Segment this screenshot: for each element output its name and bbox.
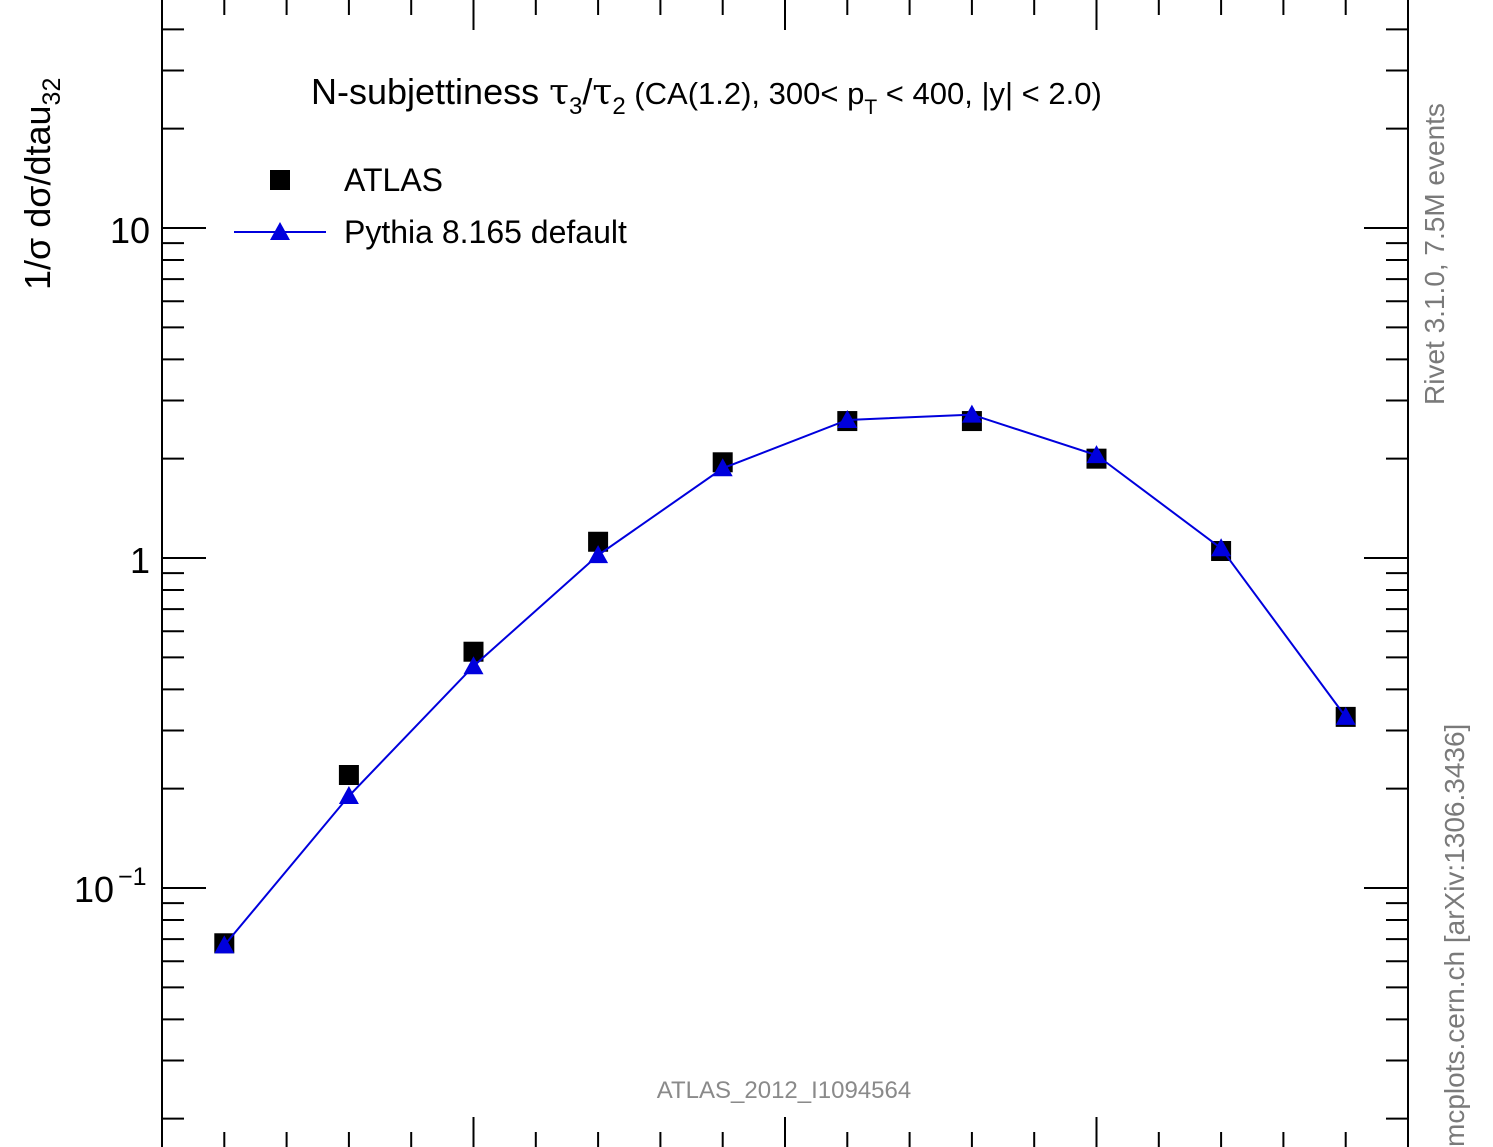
pythia-point (463, 656, 484, 675)
y-axis-ticks (162, 28, 1408, 1120)
pythia-point (837, 409, 858, 428)
rivet-version-text: Rivet 3.1.0, 7.5M events (1419, 103, 1450, 405)
pythia-point (1211, 538, 1232, 557)
pythia-point (588, 545, 609, 564)
pythia-point (1086, 445, 1107, 464)
atlas-point (338, 765, 359, 786)
pythia-point (1335, 706, 1356, 725)
legend-pythia-label: Pythia 8.165 default (344, 214, 627, 250)
pythia-line (223, 413, 1347, 947)
y-tick-label-1: 1 (130, 540, 150, 581)
series-pythia (214, 404, 1356, 954)
legend-atlas-label: ATLAS (344, 162, 443, 198)
pythia-point (961, 404, 982, 423)
y-axis-label: 1/σ dσ/dtau32 (17, 78, 66, 290)
y-tick-label-0.1: 10 (74, 869, 114, 910)
y-tick-label-10: 10 (110, 210, 150, 251)
y-axis-tick-labels: 10 1 10 −1 (74, 210, 150, 910)
analysis-watermark: ATLAS_2012_I1094564 (657, 1077, 911, 1104)
atlas-point (588, 531, 609, 552)
x-axis-ticks (161, 0, 1409, 1147)
atlas-point (463, 641, 484, 662)
pythia-point (712, 458, 733, 477)
legend: ATLAS Pythia 8.165 default (234, 162, 627, 250)
legend-pythia-marker (270, 222, 290, 240)
legend-atlas-marker (270, 170, 290, 190)
pythia-point (338, 786, 359, 805)
mcplots-credit-text: mcplots.cern.ch [arXiv:1306.3436] (1439, 724, 1470, 1147)
plot-area (162, 0, 1408, 1147)
chart-title: N-subjettiness τ3/τ2 (CA(1.2), 300< pT <… (311, 71, 1102, 120)
pythia-point (214, 935, 235, 954)
y-tick-label-0.1-exponent: −1 (118, 863, 147, 891)
